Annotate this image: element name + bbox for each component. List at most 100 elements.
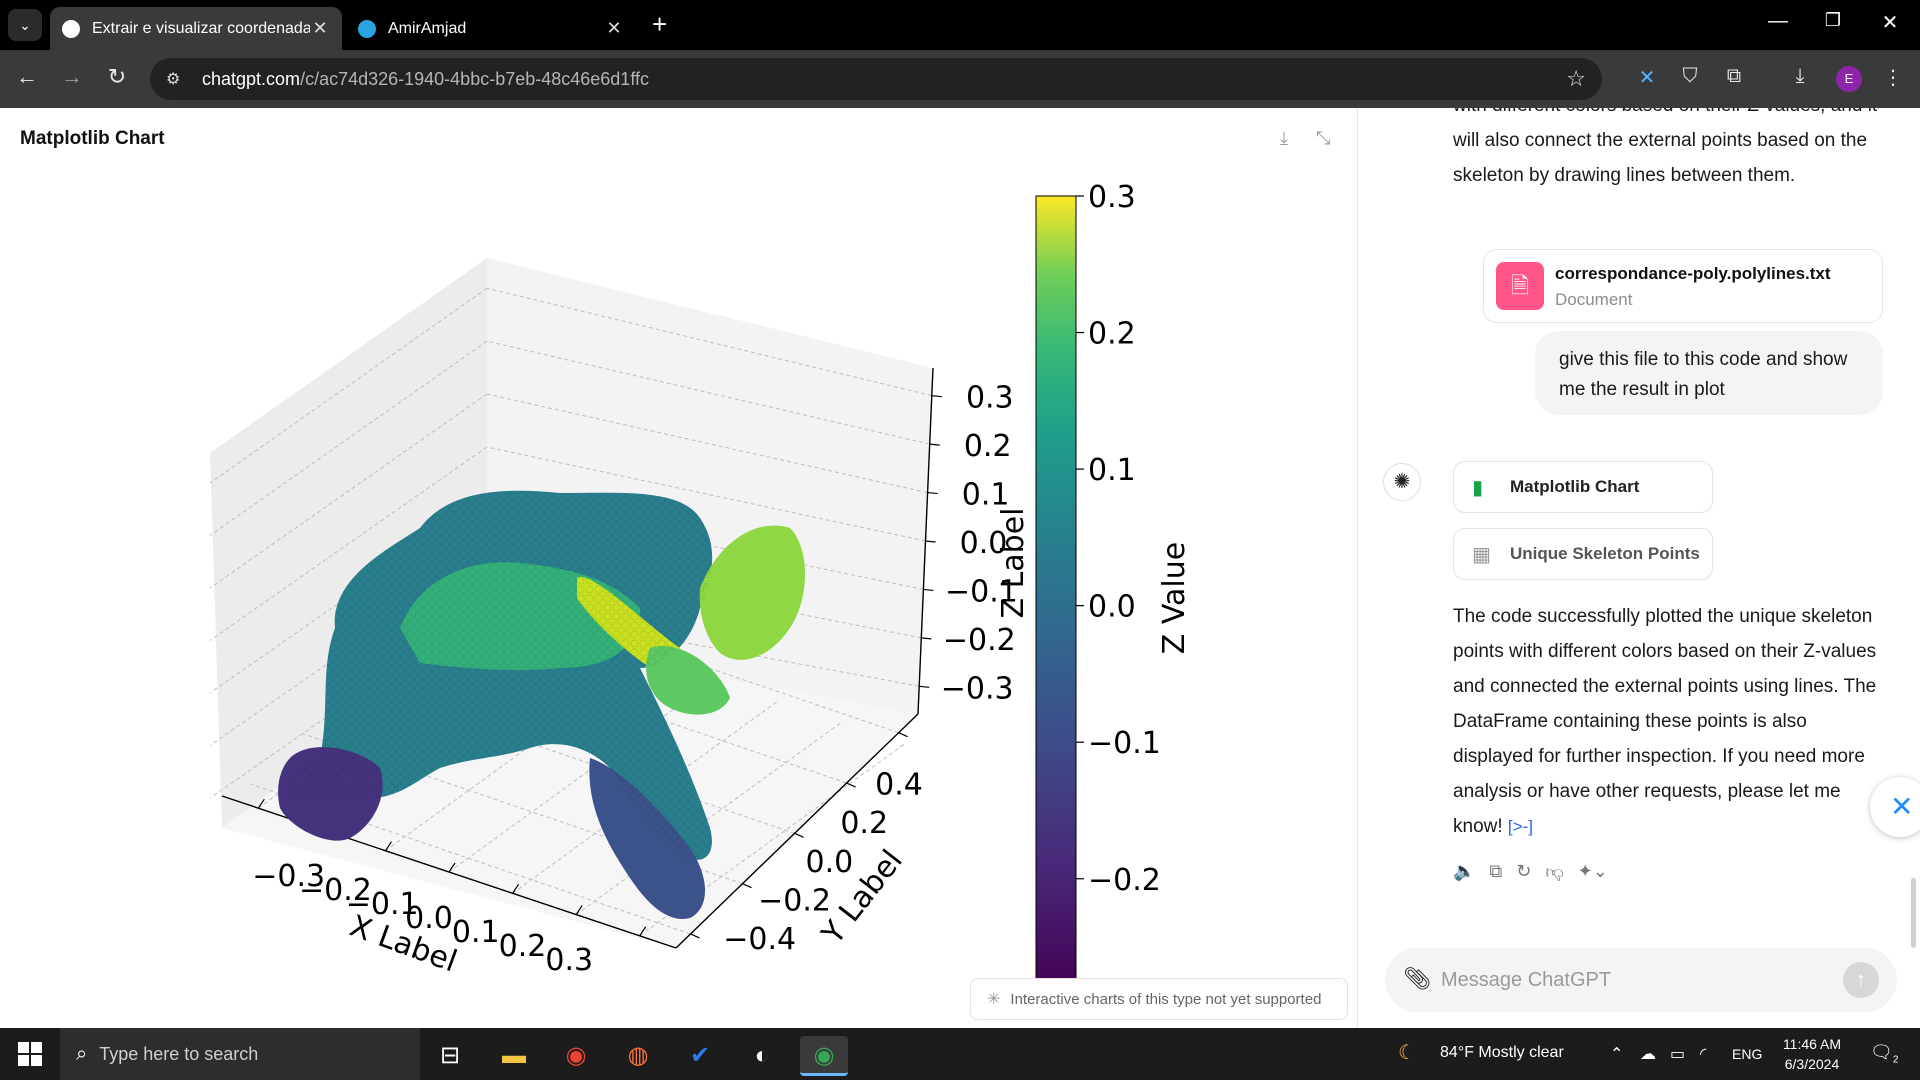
tab-amiramjad[interactable]: AmirAmjad ✕ xyxy=(346,7,636,50)
z-tick-labels: −0.3 −0.2 −0.1 0.0 0.1 0.2 0.3 xyxy=(941,381,1018,707)
x-tick-labels: −0.3−0.2−0.10.0 0.1 0.2 0.3 xyxy=(252,859,593,978)
extension-x-icon[interactable]: ✕ xyxy=(1638,67,1656,89)
windows-start-icon[interactable] xyxy=(18,1042,42,1066)
tab-title: Extrair e visualizar coordenadas xyxy=(92,19,310,37)
colorbar-tick-label: 0.2 xyxy=(1088,317,1136,352)
table-icon: ▦ xyxy=(1472,543,1491,566)
colorbar-tick-label: 0.0 xyxy=(1088,590,1136,625)
chat-panel: with different colors based on their Z-v… xyxy=(1358,108,1920,1028)
wifi-icon[interactable]: ◜ xyxy=(1700,1046,1707,1063)
taskbar-search[interactable]: ⌕ Type here to search xyxy=(60,1028,420,1080)
more-menu-icon[interactable]: ⋮ xyxy=(1883,67,1903,89)
weather-text[interactable]: 84°F Mostly clear xyxy=(1440,1044,1564,1061)
z-tick-label: −0.3 xyxy=(941,671,1014,706)
file-name: correspondance-poly.polylines.txt xyxy=(1555,264,1831,283)
colorbar-tick-label: −0.1 xyxy=(1088,726,1161,761)
reload-button[interactable]: ↻ xyxy=(107,64,127,89)
language-indicator[interactable]: ENG xyxy=(1732,1046,1763,1062)
point-cloud-head xyxy=(699,525,805,660)
browser-tab-strip: ⌄ Extrair e visualizar coordenadas ✕ Ami… xyxy=(0,0,1920,50)
y-tick-label: −0.4 xyxy=(723,922,796,957)
read-aloud-icon[interactable]: 🔈 xyxy=(1453,861,1476,881)
colorbar-label: Z Value xyxy=(1157,542,1192,654)
thumbs-down-icon[interactable]: 👎︎ xyxy=(1545,862,1564,882)
forward-button[interactable]: → xyxy=(61,64,83,89)
z-tick-label: 0.2 xyxy=(964,429,1012,464)
message-composer: 📎︎ ↑ xyxy=(1385,948,1897,1012)
unique-skeleton-points-button[interactable]: ▦ Unique Skeleton Points xyxy=(1453,528,1713,580)
x-tick-label: −0.2 xyxy=(299,873,372,908)
notifications-icon[interactable]: 🗨︎2 xyxy=(1870,1042,1899,1066)
attach-paperclip-icon[interactable]: 📎︎ xyxy=(1403,966,1431,991)
floating-extension-button[interactable]: ✕ xyxy=(1870,777,1920,837)
weather-icon[interactable]: ☾ xyxy=(1398,1042,1416,1064)
colorbar xyxy=(1035,195,1077,988)
colorbar-tick-label: 0.1 xyxy=(1088,453,1136,488)
back-button[interactable]: ← xyxy=(16,64,38,89)
tray-chevron-icon[interactable]: ⌃ xyxy=(1610,1046,1624,1063)
x-tick-label: 0.0 xyxy=(405,901,453,936)
colorbar-ticks: 0.3 0.2 0.1 0.0 −0.1 −0.2 xyxy=(1076,180,1161,898)
close-icon[interactable]: ✕ xyxy=(606,18,622,38)
model-switch-icon[interactable]: ✦⌄ xyxy=(1577,861,1608,881)
minimize-button[interactable]: — xyxy=(1768,10,1788,32)
todo-check-icon[interactable]: ✔ xyxy=(689,1042,711,1069)
task-view-icon[interactable]: ⊟ xyxy=(439,1042,461,1069)
tab-search-button[interactable]: ⌄ xyxy=(8,9,42,41)
z-tick-label: −0.1 xyxy=(945,574,1018,609)
bar-chart-icon: ▮ xyxy=(1472,476,1484,499)
sparkle-icon: ✳ xyxy=(987,991,1001,1008)
chat-scrollbar[interactable] xyxy=(1911,878,1916,948)
send-button[interactable]: ↑ xyxy=(1843,962,1879,998)
chatgpt-logo-icon: ✺ xyxy=(1383,463,1421,501)
tab-title: AmirAmjad xyxy=(388,19,467,37)
windows-taskbar: ⌕ Type here to search ⊟ ▬ ◉ ◍ ✔ ◐ ◉ ☾ 84… xyxy=(0,1028,1920,1080)
z-tick-label: −0.2 xyxy=(943,623,1016,658)
collapse-icon[interactable]: ⤡ xyxy=(1316,128,1331,148)
file-explorer-icon[interactable]: ▬ xyxy=(502,1042,526,1069)
download-chart-icon[interactable]: ⤓ xyxy=(1280,128,1288,148)
file-type: Document xyxy=(1555,290,1633,309)
extensions-puzzle-icon[interactable]: ⧉ xyxy=(1726,65,1742,87)
site-settings-icon[interactable]: ⚙ xyxy=(166,71,181,88)
point-cloud-lower-leg xyxy=(589,758,705,919)
chrome-icon[interactable]: ◉ xyxy=(565,1042,587,1069)
canvas-title: Matplotlib Chart xyxy=(20,128,165,149)
x-tick-label: 0.2 xyxy=(499,929,547,964)
chrome-active-icon[interactable]: ◉ xyxy=(800,1036,848,1076)
matplotlib-chart-button[interactable]: ▮ Matplotlib Chart xyxy=(1453,461,1713,513)
close-icon[interactable]: ✕ xyxy=(312,18,328,38)
unsupported-notice: ✳ Interactive charts of this type not ye… xyxy=(970,978,1348,1020)
document-icon: 🗎 xyxy=(1496,262,1544,310)
z-tick-label: 0.0 xyxy=(960,526,1008,561)
battery-icon[interactable]: ▭ xyxy=(1670,1046,1686,1063)
code-citation-link[interactable]: [>-] xyxy=(1507,817,1533,836)
file-attachment-card[interactable]: 🗎 correspondance-poly.polylines.txt Docu… xyxy=(1483,249,1883,323)
window-close-button[interactable]: ✕ xyxy=(1881,12,1899,34)
x-tick-label: 0.1 xyxy=(452,915,500,950)
clock[interactable]: 11:46 AM 6/3/2024 xyxy=(1782,1036,1842,1072)
y-tick-labels: −0.4−0.2 0.0 0.2 0.4 xyxy=(723,767,923,957)
y-tick-label: 0.2 xyxy=(840,806,888,841)
copy-icon[interactable]: ⧉ xyxy=(1489,861,1503,881)
panel-divider[interactable] xyxy=(1357,108,1358,1028)
firefox-icon[interactable]: ◍ xyxy=(627,1042,649,1069)
network-cloud-icon[interactable]: ☁ xyxy=(1640,1046,1656,1063)
assistant-intro-text: with different colors based on their Z-v… xyxy=(1453,108,1877,186)
new-tab-button[interactable]: + xyxy=(652,9,668,39)
address-bar[interactable]: ⚙ chatgpt.com/c/ac74d326-1940-4bbc-b7eb-… xyxy=(150,58,1602,100)
app-headphones-icon[interactable]: ◐ xyxy=(754,1042,770,1069)
y-tick-label: 0.4 xyxy=(875,767,923,802)
point-cloud-snout xyxy=(646,646,730,715)
tab-chatgpt[interactable]: Extrair e visualizar coordenadas ✕ xyxy=(50,7,342,50)
message-input[interactable] xyxy=(1441,964,1821,996)
bookmark-star-icon[interactable]: ☆ xyxy=(1566,66,1586,91)
assistant-response: The code successfully plotted the unique… xyxy=(1453,606,1877,837)
x-tick-label: −0.3 xyxy=(252,859,325,894)
shield-icon[interactable]: ⛉ xyxy=(1682,65,1698,87)
restore-button[interactable]: ❐ xyxy=(1824,10,1842,30)
profile-avatar[interactable]: E xyxy=(1836,66,1862,92)
regenerate-icon[interactable]: ↻ xyxy=(1516,861,1532,881)
openai-logo-icon xyxy=(62,19,80,38)
download-icon[interactable]: ⤓ xyxy=(1795,65,1805,87)
